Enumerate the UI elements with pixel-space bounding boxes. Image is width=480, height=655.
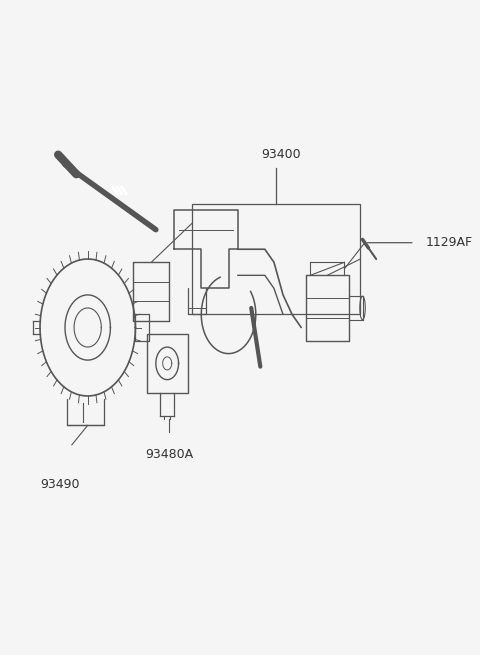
- Text: 93480A: 93480A: [145, 448, 193, 461]
- Bar: [147, 334, 188, 393]
- Text: 93490: 93490: [41, 477, 80, 491]
- Text: 1129AF: 1129AF: [426, 236, 473, 249]
- Text: 93400: 93400: [261, 148, 300, 161]
- Bar: [192, 204, 360, 314]
